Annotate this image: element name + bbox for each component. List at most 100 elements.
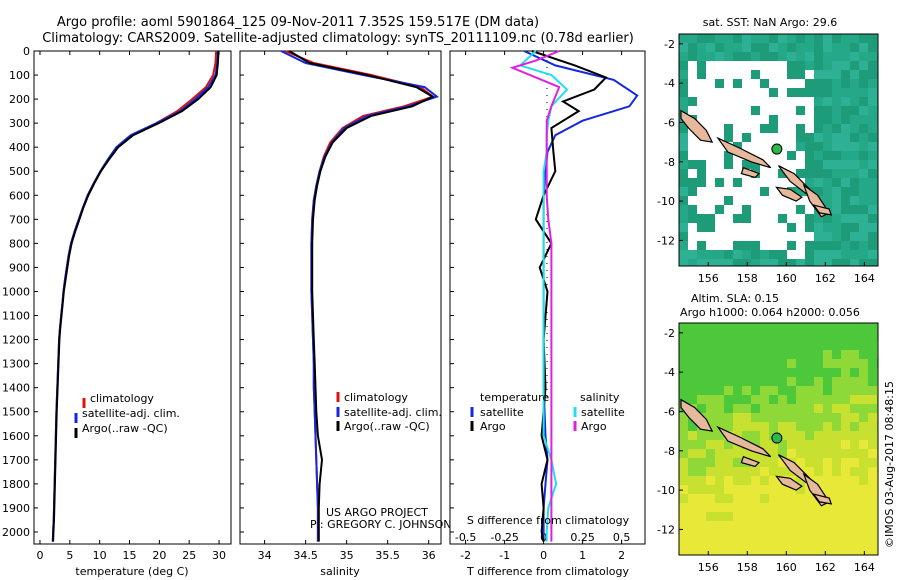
map-cell <box>715 350 724 359</box>
map-cell <box>778 341 787 350</box>
map-cell <box>679 160 688 169</box>
map-cell <box>832 241 841 250</box>
island <box>775 186 803 202</box>
map-cell <box>778 196 787 205</box>
map-cell <box>805 232 814 241</box>
map-cell <box>769 476 778 485</box>
map-cell <box>787 70 796 79</box>
map-cell <box>796 422 805 431</box>
map-cell <box>796 539 805 548</box>
map-cell <box>814 395 823 404</box>
map-cell <box>814 458 823 467</box>
map-cell <box>796 151 805 160</box>
map-cell <box>796 323 805 332</box>
map-cell <box>688 106 697 115</box>
map-cell <box>733 359 742 368</box>
map-cell <box>733 187 742 196</box>
map-cell <box>832 359 841 368</box>
map-cell <box>787 214 796 223</box>
map-cell <box>742 548 751 555</box>
x-tick-label: 30 <box>212 549 226 562</box>
map-cell <box>769 539 778 548</box>
map-cell <box>796 395 805 404</box>
map-cell <box>805 323 814 332</box>
map-cell <box>823 395 832 404</box>
map-cell <box>823 34 832 43</box>
map-cell <box>724 467 733 476</box>
map-cell <box>841 395 850 404</box>
map-cell <box>733 539 742 548</box>
map-cell <box>724 449 733 458</box>
map-cell <box>850 350 859 359</box>
map-cell <box>742 223 751 232</box>
map-cell <box>760 43 769 52</box>
map-cell <box>823 70 832 79</box>
map-cell <box>697 404 706 413</box>
map-cell <box>787 368 796 377</box>
map-cell <box>742 485 751 494</box>
map-cell <box>859 458 868 467</box>
map-cell <box>760 323 769 332</box>
map-cell <box>760 512 769 521</box>
map-cell <box>751 61 760 70</box>
map-cell <box>706 196 715 205</box>
map-cell <box>868 368 877 377</box>
map-cell <box>859 151 868 160</box>
map-cell <box>751 395 760 404</box>
map-cell <box>697 431 706 440</box>
map-cell <box>706 449 715 458</box>
map-cell <box>724 359 733 368</box>
map-cell <box>859 259 868 266</box>
map-cell <box>697 70 706 79</box>
map-cell <box>850 133 859 142</box>
map-cell <box>832 34 841 43</box>
x-tick-label: 0 <box>36 549 43 562</box>
map-y-tick-label: -6 <box>664 116 675 129</box>
map-cell <box>778 350 787 359</box>
y-tick-label: 1600 <box>2 430 30 443</box>
map-cell <box>697 232 706 241</box>
map-cell <box>832 458 841 467</box>
map-cell <box>769 160 778 169</box>
project-annotation: US ARGO PROJECT <box>326 506 428 519</box>
map-cell <box>823 241 832 250</box>
map-cell <box>832 512 841 521</box>
map-cell <box>814 422 823 431</box>
map-cell <box>841 241 850 250</box>
map-cell <box>742 386 751 395</box>
map-cell <box>850 548 859 555</box>
map-cell <box>688 449 697 458</box>
map-cell <box>724 422 733 431</box>
map-cell <box>832 52 841 61</box>
salinity-frame <box>239 50 442 545</box>
y-tick-label: 900 <box>9 261 30 274</box>
map-cell <box>850 485 859 494</box>
map-cell <box>805 88 814 97</box>
map-cell <box>868 476 877 485</box>
map-cell <box>823 142 832 151</box>
map-cell <box>706 34 715 43</box>
map-cell <box>742 413 751 422</box>
map-cell <box>679 142 688 151</box>
map-cell <box>787 512 796 521</box>
map-cell <box>751 52 760 61</box>
map-cell <box>823 485 832 494</box>
map-cell <box>742 52 751 61</box>
map-cell <box>742 350 751 359</box>
map-cell <box>715 368 724 377</box>
legend-s-argo: Argo <box>581 420 607 433</box>
map-cell <box>823 151 832 160</box>
map-cell <box>688 485 697 494</box>
map-cell <box>868 467 877 476</box>
map-cell <box>760 341 769 350</box>
y-tick-label: 600 <box>9 189 30 202</box>
map-cell <box>760 79 769 88</box>
map-cell <box>751 548 760 555</box>
map-cell <box>778 52 787 61</box>
map-cell <box>688 232 697 241</box>
map-cell <box>769 196 778 205</box>
map-cell <box>679 485 688 494</box>
map-cell <box>823 386 832 395</box>
map-cell <box>697 332 706 341</box>
map-cell <box>742 494 751 503</box>
